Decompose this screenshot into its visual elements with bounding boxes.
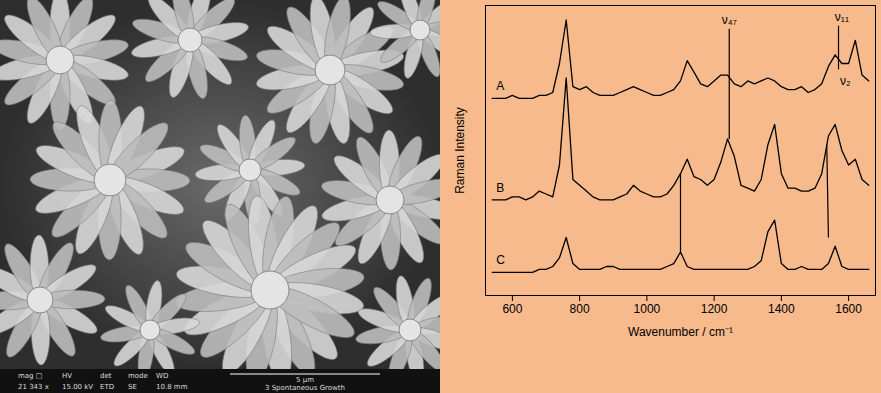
svg-text:HV: HV [62,372,72,380]
svg-text:1400: 1400 [768,302,795,316]
svg-text:15.00 kV: 15.00 kV [62,383,93,391]
svg-text:21 343 x: 21 343 x [18,383,49,391]
svg-text:ν₂: ν₂ [840,74,851,88]
svg-text:B: B [496,181,504,195]
svg-text:3 Spontaneous Growth: 3 Spontaneous Growth [265,384,345,392]
svg-text:600: 600 [502,302,522,316]
svg-text:ETD: ETD [100,383,114,391]
svg-text:SE: SE [128,383,137,391]
svg-text:800: 800 [570,302,590,316]
svg-text:WD: WD [156,372,168,380]
svg-text:1600: 1600 [835,302,862,316]
svg-text:ν₁₁: ν₁₁ [835,10,849,24]
svg-text:ν₄₇: ν₄₇ [722,13,737,27]
svg-text:10.8 mm: 10.8 mm [156,383,188,391]
svg-text:Raman Intensity: Raman Intensity [453,107,467,194]
svg-text:1000: 1000 [634,302,661,316]
svg-text:1200: 1200 [701,302,728,316]
svg-text:det: det [100,372,112,380]
svg-text:Wavenumber / cm⁻¹: Wavenumber / cm⁻¹ [628,325,733,339]
svg-text:A: A [496,79,504,93]
svg-text:5 μm: 5 μm [296,376,314,384]
svg-text:C: C [496,253,505,267]
svg-text:mode: mode [128,372,148,380]
svg-text:mag □: mag □ [18,372,42,380]
